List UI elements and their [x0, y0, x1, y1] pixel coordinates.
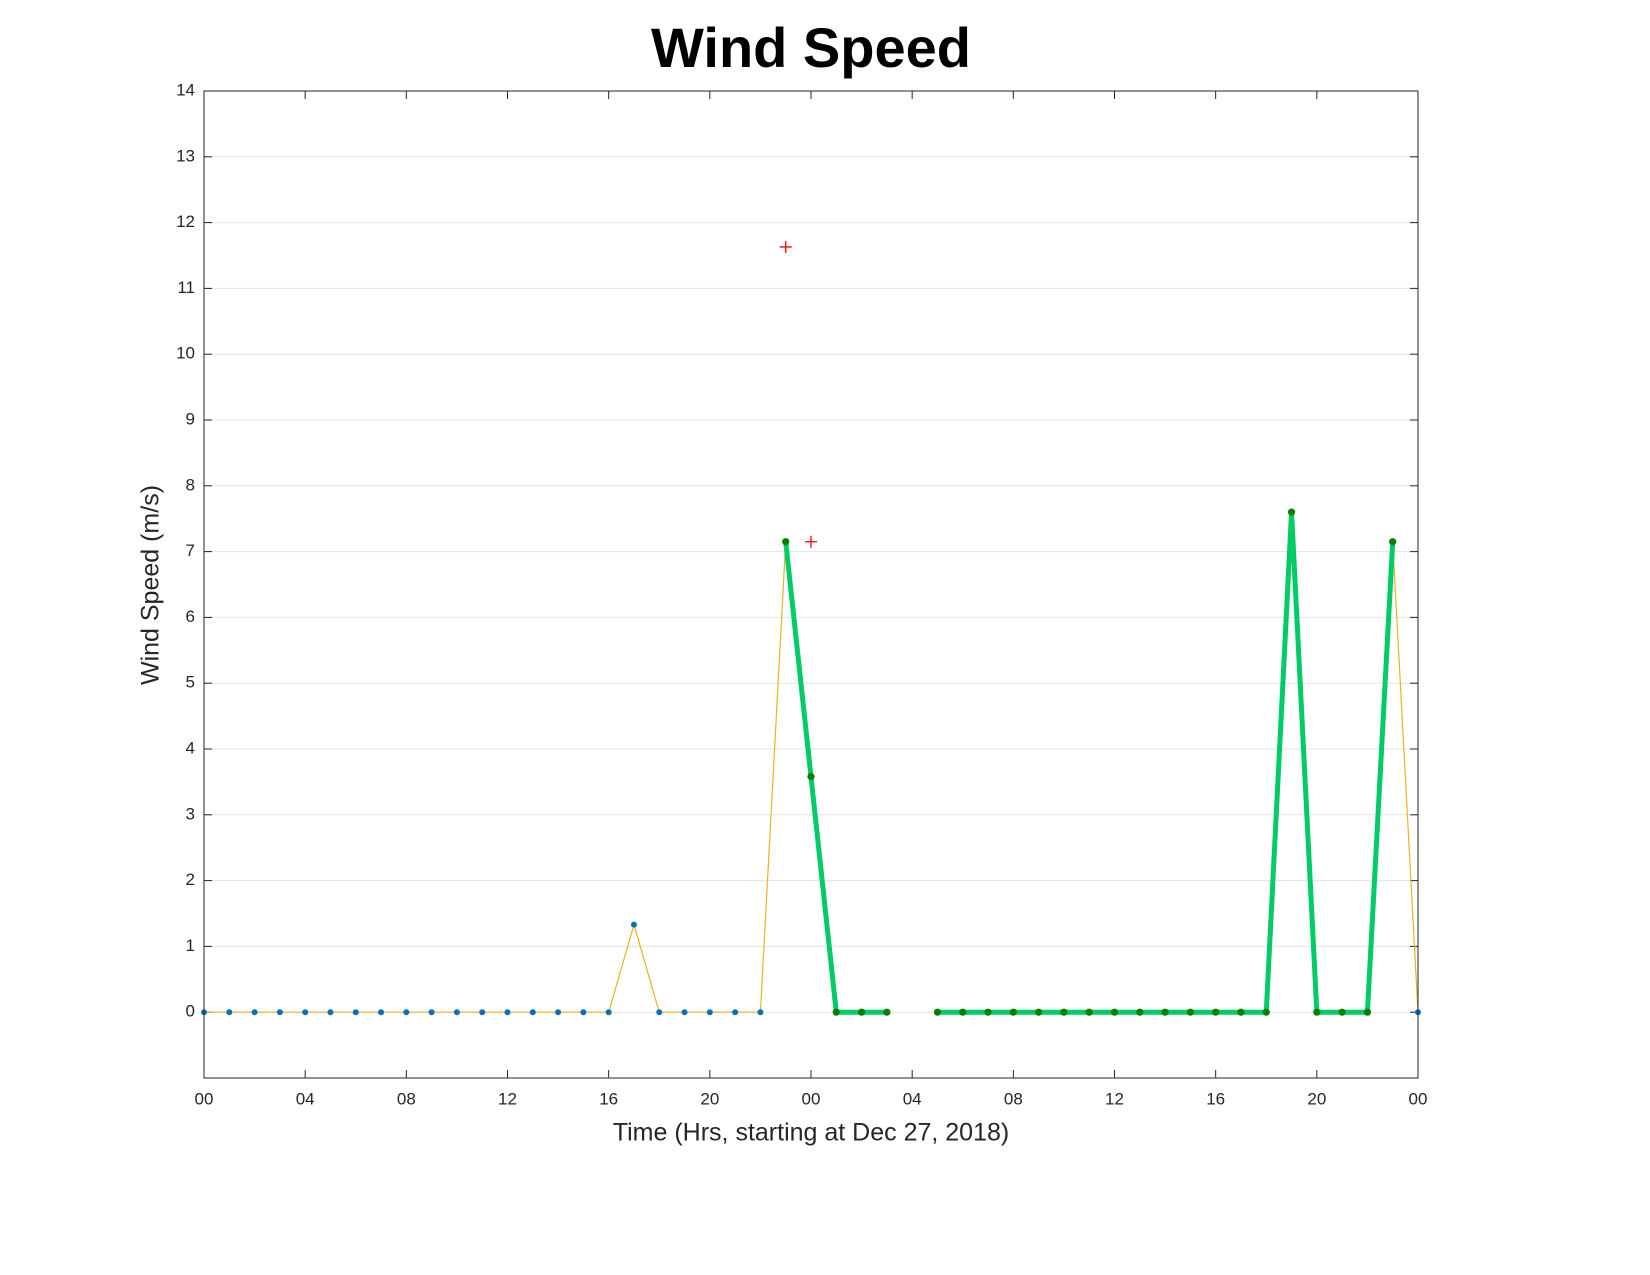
- point-marker: [428, 1009, 435, 1016]
- point-marker: [327, 1009, 334, 1016]
- x-axis-label: Time (Hrs, starting at Dec 27, 2018): [613, 1119, 1009, 1147]
- point-marker: [555, 1009, 562, 1016]
- y-tick-label: 5: [186, 673, 195, 692]
- plot: [201, 240, 1421, 1016]
- point-marker: [984, 1008, 992, 1016]
- x-tick-label: 00: [195, 1089, 214, 1108]
- x-tick-label: 04: [296, 1089, 315, 1108]
- grid: [203, 90, 1419, 1078]
- y-tick-label: 7: [186, 541, 195, 560]
- point-marker: [857, 1008, 866, 1016]
- x-tick-label: 00: [1409, 1089, 1428, 1108]
- point-marker: [1287, 508, 1296, 516]
- point-marker: [1212, 1008, 1220, 1016]
- point-marker: [1110, 1008, 1119, 1016]
- point-marker: [706, 1009, 713, 1016]
- point-marker: [782, 538, 790, 546]
- y-axis-label: Wind Speed (m/s): [137, 485, 165, 685]
- y-tick-label: 6: [186, 607, 195, 626]
- y-tick-label: 3: [186, 804, 195, 823]
- point-marker: [226, 1009, 233, 1016]
- x-tick-label: 08: [1004, 1089, 1023, 1108]
- point-marker: [1085, 1008, 1093, 1016]
- y-tick-label: 8: [186, 475, 195, 494]
- point-marker: [1186, 1008, 1194, 1016]
- y-tick-label: 9: [186, 409, 195, 428]
- point-marker: [479, 1009, 486, 1016]
- y-tick-label: 11: [177, 278, 195, 297]
- point-marker: [276, 1009, 283, 1016]
- point-marker: [580, 1009, 587, 1016]
- point-marker: [1389, 538, 1397, 546]
- y-tick-label: 2: [186, 870, 195, 889]
- y-tick-label: 1: [186, 936, 195, 955]
- point-marker: [732, 1009, 739, 1016]
- point-marker: [378, 1009, 385, 1016]
- y-tick-label: 13: [176, 146, 195, 165]
- point-marker: [630, 921, 637, 928]
- point-marker: [757, 1009, 764, 1016]
- plus-marker: [805, 535, 817, 548]
- x-tick-label: 16: [599, 1089, 618, 1108]
- point-marker: [656, 1009, 663, 1016]
- axes-frame: [203, 90, 1419, 1079]
- point-marker: [1035, 1008, 1043, 1016]
- x-tick-label: 20: [700, 1089, 719, 1108]
- x-tick-label: 04: [903, 1089, 922, 1108]
- y-tick-label: 4: [186, 738, 195, 757]
- point-marker: [529, 1009, 536, 1016]
- point-marker: [352, 1009, 359, 1016]
- point-marker: [1262, 1008, 1270, 1016]
- x-tick-label: 00: [802, 1089, 821, 1108]
- point-marker: [1060, 1008, 1068, 1016]
- point-marker: [1338, 1008, 1346, 1016]
- point-marker: [605, 1009, 612, 1016]
- point-marker: [681, 1009, 688, 1016]
- series-line: [783, 509, 1396, 1015]
- point-marker: [933, 1008, 942, 1016]
- x-tick-label: 16: [1206, 1089, 1225, 1108]
- point-marker: [883, 1008, 891, 1016]
- x-tick-label: 20: [1307, 1089, 1326, 1108]
- chart-title: Wind Speed: [651, 16, 971, 79]
- point-marker: [1136, 1008, 1144, 1016]
- point-marker: [1009, 1008, 1017, 1016]
- point-marker: [251, 1009, 258, 1016]
- point-marker: [453, 1009, 460, 1016]
- point-marker: [807, 773, 815, 781]
- y-tick-label: 12: [176, 212, 195, 231]
- y-tick-label: 14: [176, 80, 195, 99]
- x-tick-label: 08: [397, 1089, 416, 1108]
- y-tick-label: 10: [176, 344, 195, 363]
- point-marker: [403, 1009, 410, 1016]
- x-tick-label: 12: [1105, 1089, 1124, 1108]
- point-marker: [1313, 1008, 1321, 1016]
- point-marker: [504, 1009, 511, 1016]
- point-marker: [1161, 1008, 1169, 1016]
- x-tick-label: 12: [498, 1089, 517, 1108]
- y-tick-label: 0: [186, 1002, 195, 1021]
- point-marker: [1237, 1008, 1245, 1016]
- point-marker: [832, 1008, 840, 1016]
- point-marker: [1363, 1008, 1372, 1016]
- plus-marker: [779, 240, 792, 253]
- point-marker: [302, 1009, 309, 1016]
- point-marker: [959, 1008, 967, 1016]
